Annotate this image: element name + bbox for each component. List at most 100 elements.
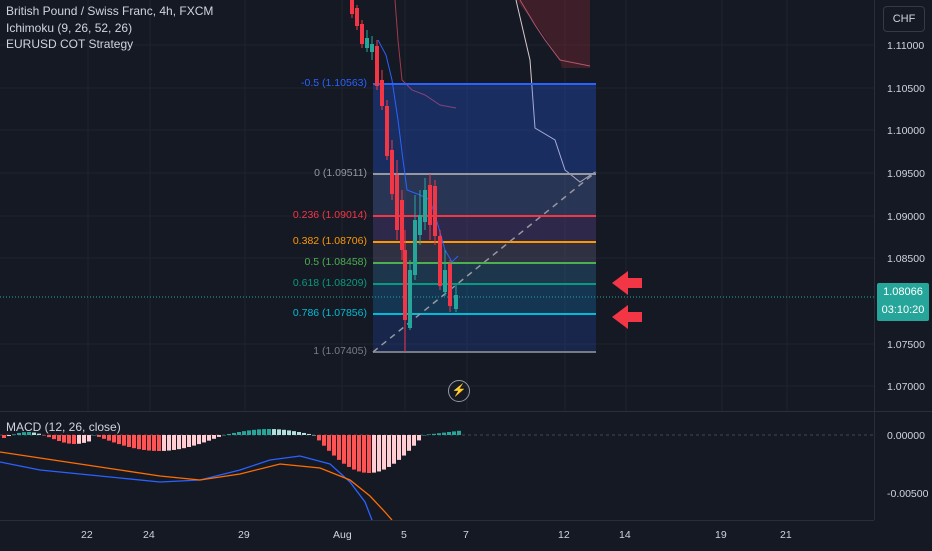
macd-histogram-bar	[357, 435, 361, 472]
macd-histogram-bar	[232, 432, 236, 435]
macd-histogram	[2, 429, 461, 473]
macd-histogram-bar	[377, 435, 381, 472]
fib-label-0: 0 (1.09511)	[314, 167, 367, 179]
macd-histogram-bar	[87, 435, 91, 442]
time-tick: 21	[780, 529, 792, 541]
pane-separator[interactable]	[0, 411, 932, 412]
macd-pane[interactable]: MACD (12, 26, close)	[0, 412, 874, 520]
macd-histogram-bar	[42, 435, 46, 436]
macd-histogram-bar	[187, 435, 191, 447]
macd-histogram-bar	[457, 430, 461, 435]
macd-histogram-bar	[82, 435, 86, 443]
macd-histogram-bar	[97, 435, 101, 437]
macd-histogram-bar	[157, 435, 161, 451]
macd-histogram-bar	[367, 435, 371, 473]
ichimoku-base-line	[377, 39, 459, 263]
candle	[433, 186, 437, 236]
macd-histogram-bar	[32, 432, 36, 435]
macd-histogram-bar	[312, 435, 316, 436]
macd-histogram-bar	[152, 435, 156, 451]
candle	[350, 0, 354, 14]
candle	[408, 270, 412, 328]
ichimoku-span-a	[515, 0, 596, 183]
macd-histogram-bar	[267, 429, 271, 435]
strategy-legend[interactable]: EURUSD COT Strategy	[6, 37, 134, 51]
ichimoku-legend[interactable]: Ichimoku (9, 26, 52, 26)	[6, 21, 133, 35]
macd-histogram-bar	[177, 435, 181, 450]
macd-histogram-bar	[437, 433, 441, 435]
fib-label-05: 0.5 (1.08458)	[304, 256, 367, 268]
macd-histogram-bar	[407, 435, 411, 451]
time-tick: 22	[81, 529, 93, 541]
macd-histogram-bar	[447, 432, 451, 435]
fib-label-0382: 0.382 (1.08706)	[292, 235, 367, 247]
candle	[365, 38, 369, 48]
macd-histogram-bar	[57, 435, 61, 442]
candle	[360, 24, 364, 44]
macd-histogram-bar	[2, 435, 6, 438]
price-tick: 1.09500	[887, 168, 925, 180]
macd-histogram-bar	[347, 435, 351, 467]
macd-histogram-bar	[227, 433, 231, 435]
fib-label-0618: 0.618 (1.08209)	[292, 277, 367, 289]
price-axis[interactable]: CHF 1.11000 1.10500 1.10000 1.09500 1.09…	[874, 0, 932, 520]
macd-histogram-bar	[262, 429, 266, 435]
price-tick: 1.10000	[887, 125, 925, 137]
candle	[443, 270, 447, 292]
macd-histogram-bar	[72, 435, 76, 444]
macd-histogram-bar	[307, 433, 311, 435]
macd-histogram-bar	[372, 435, 376, 473]
macd-histogram-bar	[212, 435, 216, 439]
macd-histogram-bar	[292, 431, 296, 435]
candle	[385, 106, 389, 156]
fib-label-1: 1 (1.07405)	[313, 345, 367, 357]
fib-label-0786: 0.786 (1.07856)	[292, 307, 367, 319]
macd-histogram-bar	[387, 435, 391, 467]
price-tick: 1.10500	[887, 83, 925, 95]
lightning-alert-icon[interactable]: ⚡	[448, 380, 470, 402]
currency-button[interactable]: CHF	[883, 6, 925, 32]
price-tick: 1.09000	[887, 211, 925, 223]
macd-legend[interactable]: MACD (12, 26, close)	[6, 420, 121, 434]
time-tick: 24	[143, 529, 155, 541]
main-chart-pane[interactable]: British Pound / Swiss Franc, 4h, FXCM Ic…	[0, 0, 874, 411]
macd-histogram-bar	[162, 435, 166, 451]
macd-histogram-bar	[417, 435, 421, 441]
macd-histogram-bar	[127, 435, 131, 447]
macd-histogram-bar	[337, 435, 341, 460]
symbol-legend[interactable]: British Pound / Swiss Franc, 4h, FXCM	[6, 4, 214, 18]
macd-histogram-bar	[142, 435, 146, 450]
macd-histogram-bar	[257, 429, 261, 435]
macd-histogram-bar	[382, 435, 386, 470]
price-tick: 1.07500	[887, 339, 925, 351]
macd-histogram-bar	[412, 435, 416, 446]
macd-histogram-bar	[247, 430, 251, 435]
time-axis[interactable]: 22 24 29 Aug 5 7 12 14 19 21	[0, 520, 874, 551]
candle	[403, 250, 407, 320]
price-tick: 1.11000	[887, 40, 925, 52]
macd-histogram-bar	[167, 435, 171, 451]
macd-histogram-bar	[332, 435, 336, 456]
macd-histogram-bar	[222, 435, 226, 436]
macd-histogram-bar	[137, 435, 141, 450]
macd-histogram-bar	[362, 435, 366, 473]
candle	[423, 190, 427, 222]
price-chart-canvas[interactable]	[0, 0, 874, 411]
macd-histogram-bar	[442, 432, 446, 435]
candle	[400, 200, 404, 250]
macd-canvas[interactable]	[0, 412, 874, 520]
candle	[395, 175, 399, 230]
macd-histogram-bar	[217, 435, 221, 437]
macd-histogram-bar	[277, 429, 281, 435]
bar-countdown: 03:10:20	[881, 304, 925, 316]
time-tick: 12	[558, 529, 570, 541]
macd-histogram-bar	[62, 435, 66, 443]
macd-histogram-bar	[432, 433, 436, 435]
fib-label-0236: 0.236 (1.09014)	[292, 209, 367, 221]
macd-histogram-bar	[242, 431, 246, 435]
macd-histogram-bar	[107, 435, 111, 441]
time-tick: Aug	[333, 529, 352, 541]
macd-histogram-bar	[197, 435, 201, 445]
fib-zone-0236-0382	[373, 216, 596, 242]
macd-histogram-bar	[422, 435, 426, 436]
